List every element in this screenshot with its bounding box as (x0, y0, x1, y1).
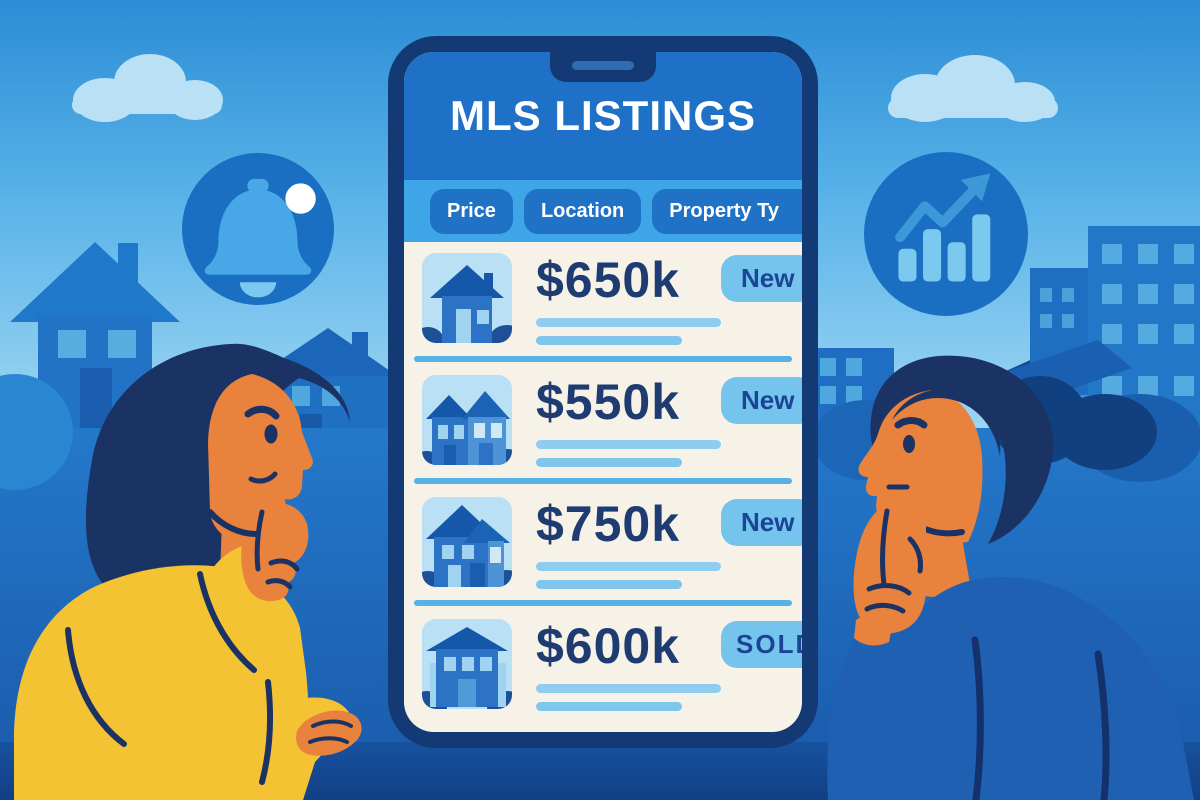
listing-details: $600k (536, 619, 721, 711)
market-trend-badge (864, 152, 1028, 316)
man-eyebrow (894, 417, 928, 429)
text-placeholder-line (536, 580, 682, 589)
row-divider (414, 478, 792, 484)
status-badge-new: New (721, 255, 802, 302)
text-placeholder-line (536, 702, 682, 711)
filter-chip-price[interactable]: Price (430, 188, 513, 234)
two-story-family-house-icon (422, 619, 512, 709)
filter-bar: Price Location Property Ty (404, 180, 802, 242)
listing-details: $750k (536, 497, 721, 589)
woman-eyebrow (244, 405, 280, 420)
notification-dot (285, 183, 316, 214)
woman-chin-hand (241, 502, 309, 602)
text-placeholder-line (536, 562, 721, 571)
house-icon-tile (422, 619, 512, 709)
man-eye (903, 435, 915, 453)
listing-price: $550k (536, 374, 681, 430)
man-hair (870, 355, 1054, 544)
notch-speaker (572, 61, 634, 70)
house-icon-tile (422, 497, 512, 587)
text-placeholder-line (536, 318, 721, 327)
listing-details: $550k (536, 375, 721, 467)
man-sweater (868, 577, 1194, 800)
bushes (0, 374, 1200, 490)
phone: MLS LISTINGS Price Location Property Ty (388, 36, 818, 748)
listing-details: $650k (536, 253, 721, 345)
listing-price: $600k (536, 618, 681, 674)
house-icon-tile (422, 253, 512, 343)
text-placeholder-line (536, 336, 682, 345)
status-badge-new: New (721, 499, 802, 546)
market-trend-chart-icon (864, 152, 1028, 316)
man-hair-fringe (892, 388, 1001, 456)
man-thinking-figure (827, 355, 1194, 800)
cloud-right-icon (888, 55, 1058, 122)
two-story-house-icon (422, 497, 512, 587)
filter-chip-location[interactable]: Location (523, 188, 642, 234)
listing-row[interactable]: $650k New (418, 242, 802, 354)
notification-bell-badge (182, 153, 334, 305)
status-badge-sold: SOLD (721, 621, 802, 668)
man-chin-hand (853, 503, 926, 634)
man-sleeve (827, 617, 909, 800)
phone-screen: MLS LISTINGS Price Location Property Ty (404, 52, 802, 732)
woman-mouth (248, 471, 278, 484)
phone-notch (550, 52, 656, 82)
text-placeholder-line (536, 458, 682, 467)
listing-price: $650k (536, 252, 681, 308)
listing-row[interactable]: $750k New (418, 486, 802, 598)
woman-thinking-figure (14, 343, 362, 800)
row-divider (414, 356, 792, 362)
app-title: MLS LISTINGS (450, 92, 756, 139)
sweater-fold-lines (971, 636, 1110, 800)
woman-sweater (14, 565, 309, 800)
house-icon-tile (422, 375, 512, 465)
sweater-fold-lines (65, 571, 273, 785)
row-divider (414, 600, 792, 606)
text-placeholder-line (536, 684, 721, 693)
woman-eye (264, 424, 278, 444)
single-family-house-icon (422, 253, 512, 343)
text-placeholder-line (536, 440, 721, 449)
woman-face (208, 374, 313, 545)
filter-chip-property-type[interactable]: Property Ty (652, 188, 802, 234)
status-badge-new: New (721, 377, 802, 424)
listing-row[interactable]: $600k SOLD (418, 608, 802, 720)
notification-bell-icon (182, 153, 334, 305)
cloud-left-icon (72, 54, 223, 122)
listing-list: $650k New (404, 242, 802, 732)
duplex-townhouse-icon (422, 375, 512, 465)
listing-price: $750k (536, 496, 681, 552)
listing-row[interactable]: $550k New (418, 364, 802, 476)
